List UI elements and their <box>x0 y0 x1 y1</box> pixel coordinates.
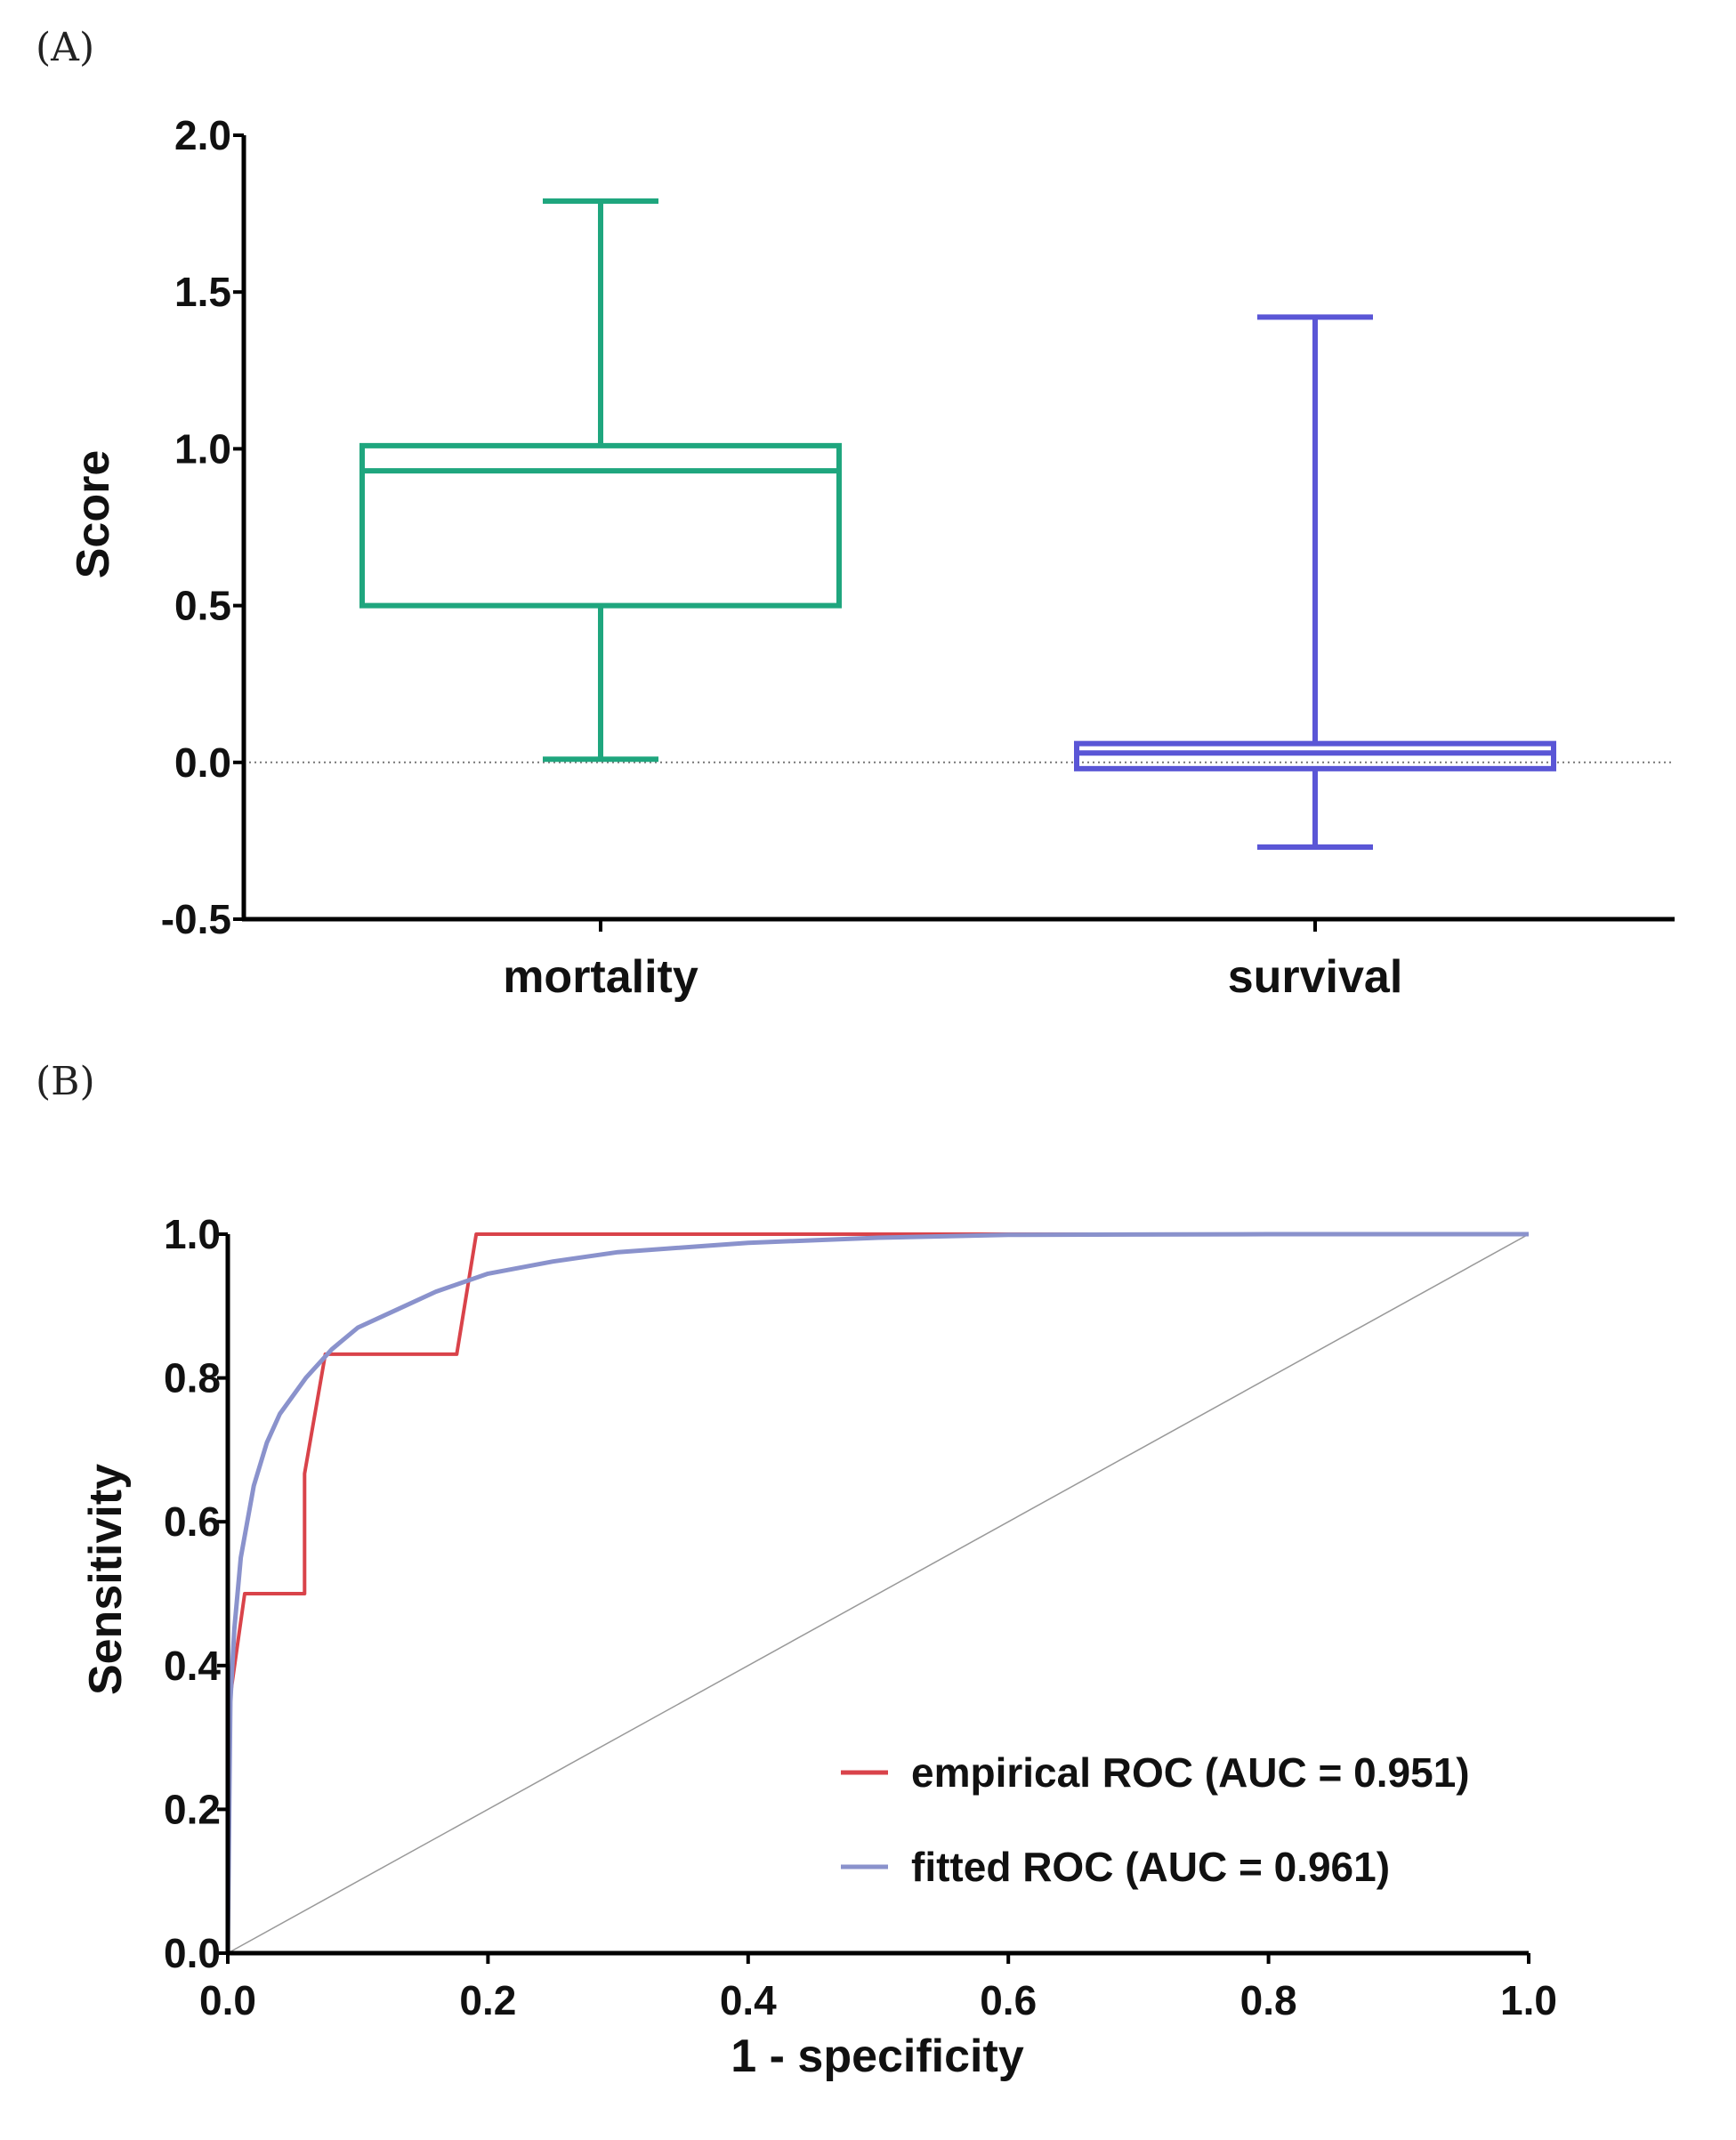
legend-label-empirical: empirical ROC (AUC = 0.951) <box>911 1749 1470 1796</box>
y-tick-label: -0.5 <box>161 896 231 942</box>
fitted-roc-line <box>225 1232 1529 1954</box>
y-tick-label: 0.5 <box>174 583 231 629</box>
y-tick-label: 1.0 <box>174 425 231 472</box>
y-axis-label: Score <box>68 450 119 579</box>
chance-diagonal-line <box>227 1233 1530 1954</box>
box-survival <box>1074 314 1556 850</box>
panel-b-label: (B) <box>36 1059 95 1104</box>
y-tick-label: 0.4 <box>164 1643 221 1689</box>
category-label: survival <box>1228 951 1403 1003</box>
x-axis-label: 1 - specificity <box>731 2031 1024 2082</box>
x-tick-label: 0.4 <box>720 1977 777 2023</box>
panel-b-roc: (B) Sensitivity 1 - specificity 0.00.0 0.… <box>36 1059 1557 2082</box>
x-tick-label: 0.2 <box>459 1977 516 2023</box>
x-tick-label: 1.0 <box>1500 1977 1557 2023</box>
y-tick-label: 1.0 <box>164 1211 221 1257</box>
x-tick-label: 0.8 <box>1240 1977 1297 2023</box>
legend: empirical ROC (AUC = 0.951) fitted ROC (… <box>841 1749 1470 1890</box>
y-tick-label: 0.0 <box>174 739 231 786</box>
y-tick-label: 0.6 <box>164 1498 221 1545</box>
y-tick-label: 0.8 <box>164 1355 221 1401</box>
legend-label-fitted: fitted ROC (AUC = 0.961) <box>911 1844 1390 1890</box>
box-mortality <box>359 198 842 763</box>
iqr-box <box>1074 740 1556 771</box>
x-tick-label: 0.0 <box>199 1977 256 2023</box>
y-axis-label: Sensitivity <box>80 1464 132 1695</box>
category-label: mortality <box>503 951 698 1003</box>
y-tick-label: 0.0 <box>164 1930 221 1976</box>
panel-a-label: (A) <box>36 25 94 70</box>
panel-a-boxplot: (A) Score 2.0 1.5 1.0 0.5 0.0 -0.5 mortality s… <box>36 25 1675 1003</box>
x-tick-label: 0.6 <box>980 1977 1037 2023</box>
y-tick-label: 0.2 <box>164 1786 221 1832</box>
y-tick-label: 2.0 <box>174 112 231 158</box>
iqr-box <box>359 442 842 609</box>
y-tick-label: 1.5 <box>174 269 231 315</box>
